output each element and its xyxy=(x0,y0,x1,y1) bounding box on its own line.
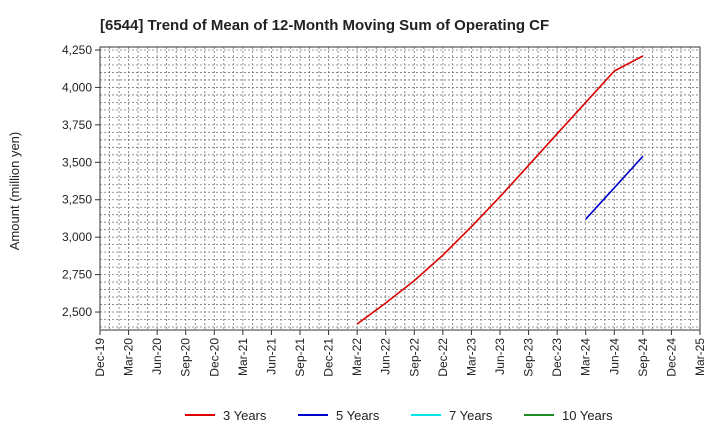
legend-label: 10 Years xyxy=(562,408,613,423)
x-tick-label: Jun-20 xyxy=(150,338,164,375)
x-tick-label: Sep-20 xyxy=(179,338,193,377)
series-line-3-years xyxy=(356,55,644,325)
x-tick-label: Mar-21 xyxy=(236,338,250,376)
legend: 3 Years 5 Years 7 Years 10 Years xyxy=(185,408,613,423)
x-tick-label: Dec-22 xyxy=(436,338,450,377)
x-tick-label: Dec-20 xyxy=(207,338,221,377)
x-tick-label: Dec-23 xyxy=(550,338,564,377)
y-tick-label: 3,000 xyxy=(62,230,92,244)
plot-area: 2,500 2,750 3,000 3,250 3,500 3,750 4,000 4,250… xyxy=(62,43,707,377)
y-tick-label: 3,750 xyxy=(62,118,92,132)
x-tick-label: Sep-24 xyxy=(636,338,650,377)
y-tick-label: 2,500 xyxy=(62,305,92,319)
y-tick-label: 4,000 xyxy=(62,80,92,94)
x-tick-label: Mar-23 xyxy=(464,338,478,376)
y-tick-label: 3,250 xyxy=(62,193,92,207)
x-tick-label: Jun-23 xyxy=(493,338,507,375)
series-line-5-years xyxy=(585,155,644,220)
y-tick-label: 3,500 xyxy=(62,155,92,169)
legend-label: 3 Years xyxy=(223,408,267,423)
x-tick-label: Jun-24 xyxy=(607,338,621,375)
x-tick-label: Dec-19 xyxy=(93,338,107,377)
x-tick-label: Jun-22 xyxy=(379,338,393,375)
x-tick-label: Mar-20 xyxy=(122,338,136,376)
legend-label: 5 Years xyxy=(336,408,380,423)
x-tick-label: Mar-24 xyxy=(579,338,593,376)
y-tick-label: 2,750 xyxy=(62,268,92,282)
legend-label: 7 Years xyxy=(449,408,493,423)
x-tick-label: Dec-24 xyxy=(664,338,678,377)
x-tick-label: Dec-21 xyxy=(322,338,336,377)
x-tick-label: Sep-22 xyxy=(407,338,421,377)
x-tick-label: Sep-21 xyxy=(293,338,307,377)
x-tick-label: Sep-23 xyxy=(522,338,536,377)
x-tick-label: Jun-21 xyxy=(264,338,278,375)
plot-frame xyxy=(99,46,701,331)
x-tick-label: Mar-22 xyxy=(350,338,364,376)
y-tick-label: 4,250 xyxy=(62,43,92,57)
y-axis-label: Amount (million yen) xyxy=(7,132,22,251)
x-tick-label: Mar-25 xyxy=(693,338,707,376)
chart-title: [6544] Trend of Mean of 12-Month Moving … xyxy=(100,17,549,34)
